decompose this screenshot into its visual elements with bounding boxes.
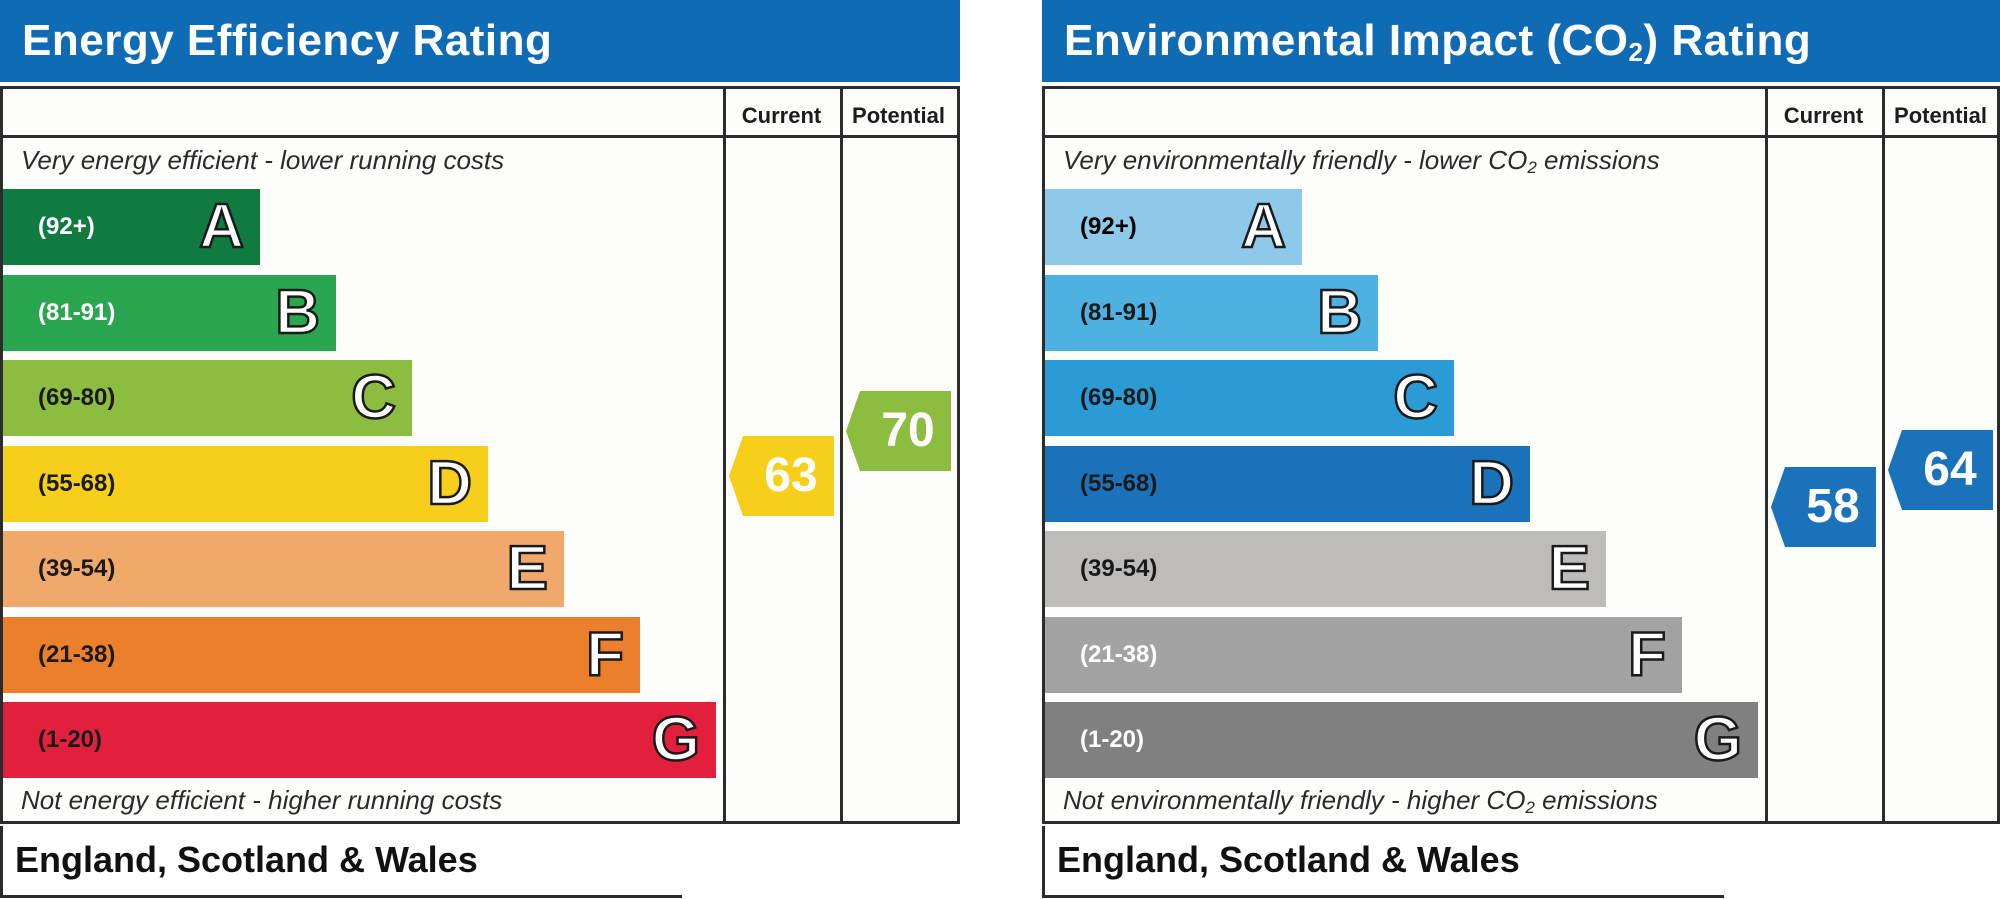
rating-chart: Current Potential Very energy efficient …	[0, 86, 960, 824]
potential-rating-value: 64	[1923, 442, 1977, 496]
current-column-header: Current	[1783, 103, 1864, 128]
rating-band-d: (55-68) D	[3, 445, 488, 522]
bottom-caption: Not environmentally friendly - higher CO…	[1063, 785, 1658, 816]
rating-band-e: (39-54) E	[3, 531, 564, 607]
band-range-label: (39-54)	[38, 555, 116, 582]
region-label: England, Scotland & Wales	[1042, 826, 1724, 898]
caption-subscript: 2	[1525, 798, 1535, 817]
bottom-caption: Not energy efficient - higher running co…	[21, 785, 503, 815]
band-range-label: (92+)	[38, 213, 95, 240]
band-letter: D	[426, 447, 473, 519]
band-range-label: (1-20)	[38, 726, 103, 753]
band-range-label: (81-91)	[38, 298, 116, 326]
potential-rating-arrow: 64	[1888, 429, 1996, 510]
panel-title: Energy Efficiency Rating	[0, 0, 960, 82]
arrow-shape	[1771, 466, 1876, 547]
band-range-label: (39-54)	[1080, 555, 1158, 582]
band-range-label: (21-38)	[38, 640, 116, 668]
current-rating-arrow: 58	[1771, 466, 1879, 547]
caption-text: Very environmentally friendly - lower CO	[1063, 145, 1528, 175]
band-letter: F	[585, 618, 625, 690]
band-letter: B	[274, 276, 321, 348]
band-range-label: (55-68)	[38, 469, 116, 497]
rating-band-e: (39-54) E	[1045, 531, 1606, 607]
band-letter: G	[651, 704, 702, 776]
potential-rating-arrow: 70	[846, 391, 954, 472]
column-divider	[1882, 89, 1885, 821]
rating-band-a: (92+) A	[1045, 189, 1302, 265]
environmental-impact-panel: Environmental Impact (CO2) Rating Curren…	[1042, 0, 2000, 899]
band-letter: A	[1240, 191, 1287, 263]
title-subscript: 2	[1628, 37, 1644, 67]
band-letter: C	[350, 362, 397, 434]
current-rating-arrow: 63	[729, 436, 837, 517]
region-label: England, Scotland & Wales	[0, 826, 682, 898]
caption-subscript: 2	[1527, 158, 1537, 177]
rating-band-d: (55-68) D	[1045, 445, 1530, 522]
column-divider	[723, 89, 726, 821]
band-letter: C	[1392, 362, 1439, 434]
rating-chart: Current Potential Very environmentally f…	[1042, 86, 2000, 824]
band-range-label: (92+)	[1080, 213, 1137, 240]
band-letter: E	[505, 533, 549, 605]
arrow-shape	[729, 436, 834, 517]
column-divider	[840, 89, 843, 821]
rating-band-c: (69-80) C	[3, 360, 412, 436]
header-divider	[3, 135, 957, 138]
arrow-shape	[846, 391, 951, 472]
title-text: Energy Efficiency Rating	[22, 16, 553, 65]
header-divider	[1045, 135, 1997, 138]
rating-band-a: (92+) A	[3, 189, 260, 265]
title-text: Environmental Impact (CO	[1064, 16, 1629, 65]
panel-title: Environmental Impact (CO2) Rating	[1042, 0, 2000, 82]
rating-band-b: (81-91) B	[3, 274, 336, 351]
band-letter: B	[1316, 276, 1363, 348]
rating-band-g: (1-20) G	[3, 702, 716, 778]
rating-band-f: (21-38) F	[3, 616, 640, 693]
energy-efficiency-panel: Energy Efficiency Rating Current Potenti…	[0, 0, 960, 899]
top-caption: Very energy efficient - lower running co…	[21, 145, 505, 175]
caption-text: Not environmentally friendly - higher CO	[1063, 785, 1526, 815]
band-range-label: (55-68)	[1080, 469, 1158, 497]
potential-column-header: Potential	[852, 103, 945, 128]
band-letter: D	[1468, 447, 1515, 519]
band-range-label: (81-91)	[1080, 298, 1158, 326]
potential-column-header: Potential	[1894, 103, 1987, 128]
rating-band-b: (81-91) B	[1045, 274, 1378, 351]
potential-rating-value: 70	[881, 404, 935, 458]
caption-text-end: emissions	[1534, 785, 1658, 815]
band-letter: E	[1547, 533, 1591, 605]
caption-text-end: emissions	[1536, 145, 1660, 175]
band-letter: F	[1627, 618, 1667, 690]
current-rating-value: 63	[764, 449, 818, 503]
column-divider	[1765, 89, 1768, 821]
band-letter: A	[198, 191, 245, 263]
band-range-label: (69-80)	[38, 384, 116, 411]
band-letter: G	[1693, 704, 1744, 776]
title-text-end: ) Rating	[1643, 16, 1812, 65]
band-range-label: (69-80)	[1080, 384, 1158, 411]
rating-band-f: (21-38) F	[1045, 616, 1682, 693]
arrow-shape	[1888, 429, 1993, 510]
top-caption: Very environmentally friendly - lower CO…	[1063, 145, 1660, 176]
band-range-label: (1-20)	[1080, 726, 1145, 753]
current-column-header: Current	[741, 103, 822, 128]
band-range-label: (21-38)	[1080, 640, 1158, 668]
rating-band-c: (69-80) C	[1045, 360, 1454, 436]
rating-band-g: (1-20) G	[1045, 702, 1758, 778]
current-rating-value: 58	[1806, 479, 1860, 533]
